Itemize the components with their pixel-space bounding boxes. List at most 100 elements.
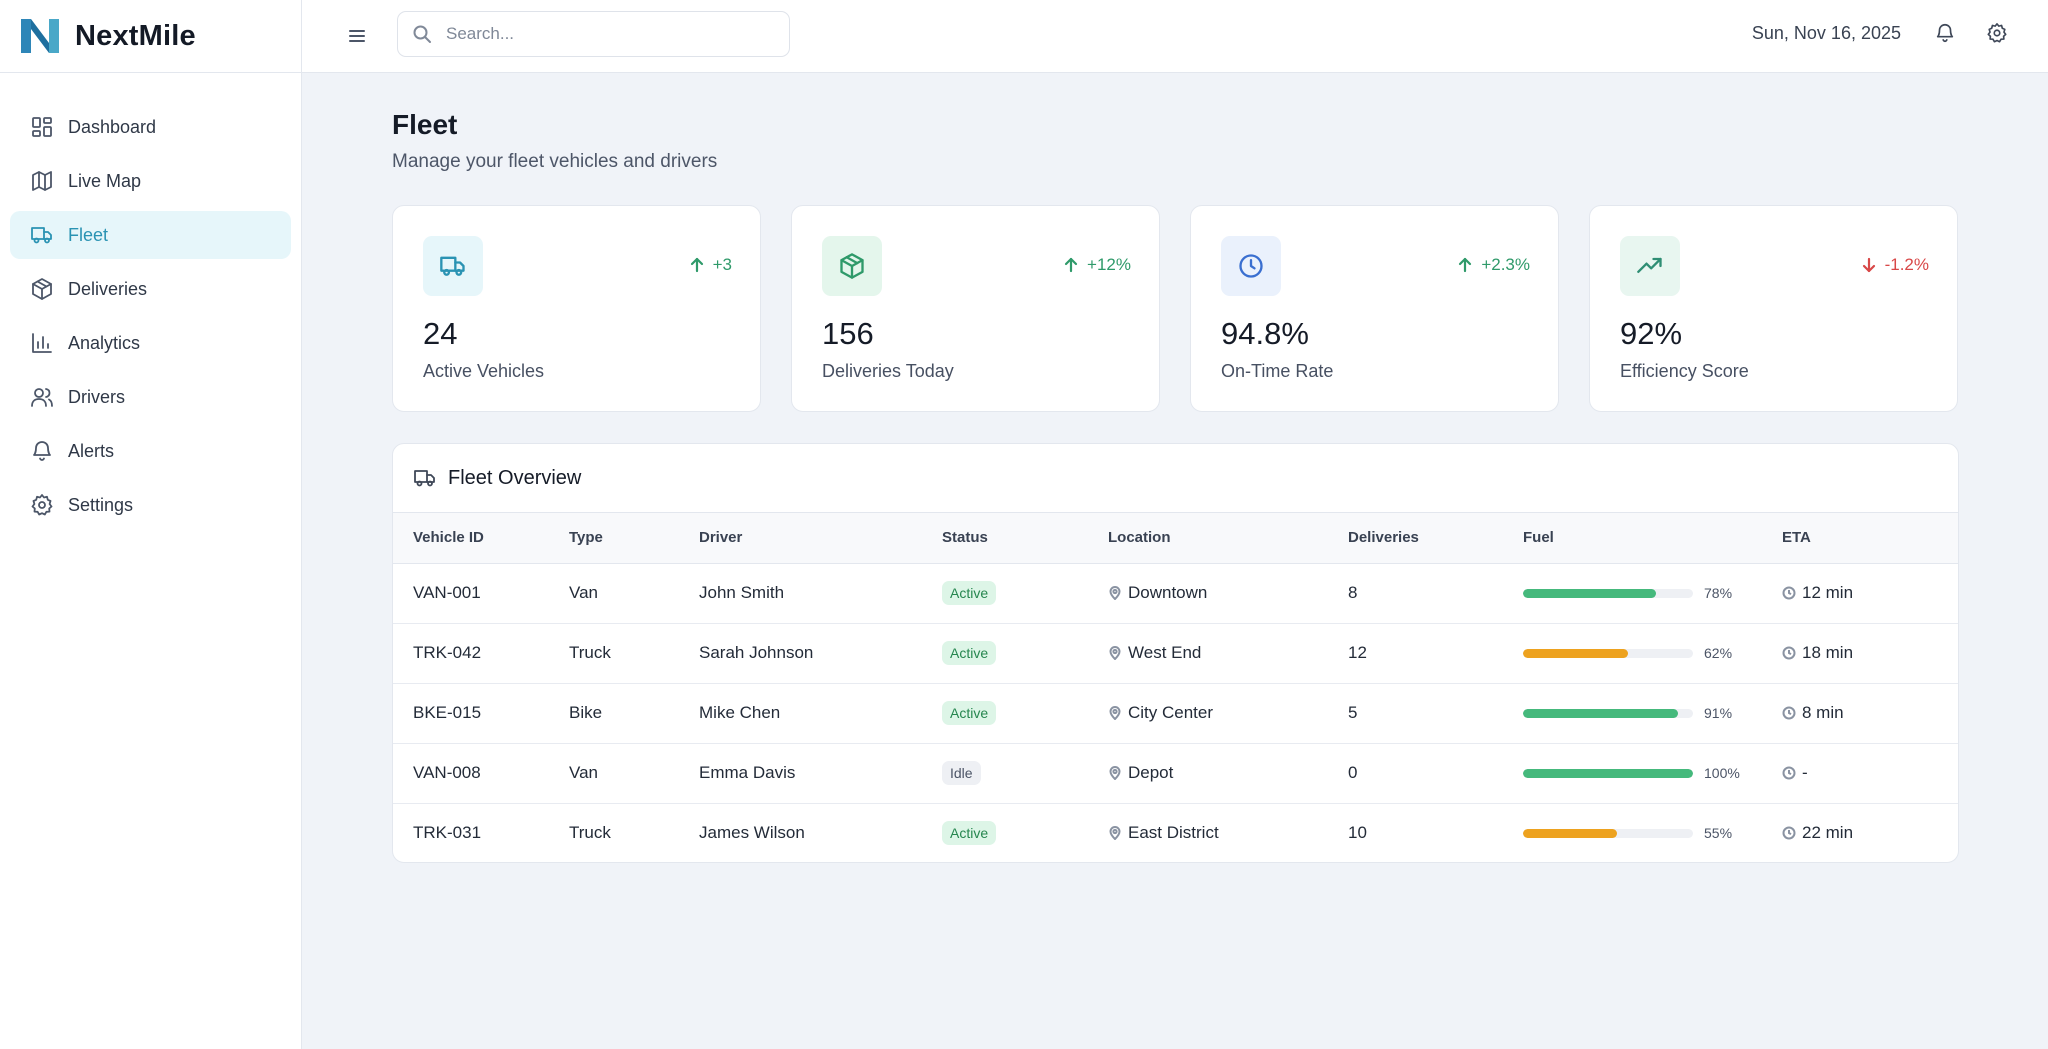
deliveries-cell: 8 <box>1348 583 1358 602</box>
clock-icon <box>1782 706 1796 720</box>
fuel-bar-fill <box>1523 828 1617 838</box>
eta-cell: 22 min <box>1782 803 1958 862</box>
deliveries-cell: 0 <box>1348 763 1358 782</box>
stat-change: -1.2% <box>1861 255 1929 275</box>
sidebar-item-settings[interactable]: Settings <box>10 481 291 529</box>
fuel-bar-fill <box>1523 708 1678 718</box>
brand[interactable]: NextMile <box>0 0 301 73</box>
sidebar-item-live-map[interactable]: Live Map <box>10 157 291 205</box>
status-badge: Active <box>942 821 997 846</box>
fuel-cell: 78% <box>1523 563 1782 623</box>
settings-button[interactable] <box>1986 22 2012 48</box>
location-cell: Downtown <box>1108 563 1348 623</box>
map-pin-icon <box>1109 586 1121 600</box>
clock-icon <box>1239 254 1263 278</box>
bell-icon <box>1936 23 1954 43</box>
location-cell: City Center <box>1108 683 1348 743</box>
table-row[interactable]: TRK-042 Truck Sarah Johnson Active West End 1… <box>393 623 1958 683</box>
location-text: Downtown <box>1128 583 1208 602</box>
eta-text: 12 min <box>1802 583 1854 602</box>
sidebar-item-dashboard[interactable]: Dashboard <box>10 103 291 151</box>
clock-icon <box>1782 766 1796 780</box>
column-header-eta[interactable]: ETA <box>1782 529 1811 547</box>
location-cell: Depot <box>1108 743 1348 803</box>
column-header-driver[interactable]: Driver <box>699 529 743 547</box>
location-cell: West End <box>1108 623 1348 683</box>
status-badge: Active <box>942 701 997 725</box>
stat-label: Efficiency Score <box>1620 361 1749 381</box>
table-header-row: Vehicle ID Type Driver Status Location D… <box>393 513 1958 563</box>
driver-cell: James Wilson <box>699 823 805 843</box>
fuel-bar <box>1523 648 1693 658</box>
type-cell: Bike <box>569 703 603 722</box>
table-row[interactable]: VAN-001 Van John Smith Active Downtown 8 78% 12… <box>393 563 1958 623</box>
driver-cell: Sarah Johnson <box>699 643 814 662</box>
fuel-bar-fill <box>1523 588 1656 598</box>
stat-change: +12% <box>1063 255 1131 275</box>
sidebar-item-label: Alerts <box>68 440 115 461</box>
sidebar-item-deliveries[interactable]: Deliveries <box>10 265 291 313</box>
deliveries-cell: 10 <box>1348 823 1367 843</box>
stat-value: 94.8% <box>1221 316 1309 351</box>
table-row[interactable]: BKE-015 Bike Mike Chen Active City Center 5 91… <box>393 683 1958 743</box>
trend-arrow-icon <box>1064 257 1078 273</box>
trend-arrow-icon <box>690 257 703 273</box>
stat-change-value: +3 <box>712 255 732 274</box>
sidebar: NextMile Dashboard Live Map Fleet Delive… <box>0 0 302 1049</box>
status-badge: Active <box>942 581 997 605</box>
table-row[interactable]: TRK-031 Truck James Wilson Active East Distr… <box>393 803 1958 862</box>
dashboard-icon <box>30 115 54 139</box>
map-icon <box>30 169 54 193</box>
stat-card-active-vehicles[interactable]: +3 24 Active Vehicles <box>392 205 761 412</box>
vehicle-id-cell: VAN-008 <box>413 763 481 782</box>
fuel-bar-fill <box>1523 648 1629 658</box>
column-header-type[interactable]: Type <box>569 529 603 547</box>
column-header-fuel[interactable]: Fuel <box>1523 529 1554 547</box>
sidebar-item-label: Drivers <box>68 386 125 407</box>
location-text: Depot <box>1128 763 1174 782</box>
status-badge: Active <box>942 641 997 665</box>
nextmile-logo-icon <box>21 19 59 53</box>
type-cell: Truck <box>569 823 611 843</box>
column-header-status[interactable]: Status <box>942 529 988 547</box>
stat-icon-box <box>822 236 882 296</box>
driver-cell: Mike Chen <box>699 703 781 722</box>
stat-value: 92% <box>1620 316 1683 351</box>
search-box[interactable] <box>397 11 790 57</box>
stat-card-on-time-rate[interactable]: +2.3% 94.8% On-Time Rate <box>1190 205 1559 412</box>
fuel-bar <box>1523 588 1693 598</box>
table-row[interactable]: VAN-008 Van Emma Davis Idle Depot 0 100% - <box>393 743 1958 803</box>
sidebar-item-label: Fleet <box>68 224 109 245</box>
fuel-bar <box>1523 768 1693 778</box>
sidebar-item-label: Deliveries <box>68 278 148 299</box>
stat-label: Deliveries Today <box>822 361 954 381</box>
location-text: City Center <box>1128 703 1214 722</box>
sidebar-item-alerts[interactable]: Alerts <box>10 427 291 475</box>
fuel-bar <box>1523 708 1693 718</box>
eta-text: 18 min <box>1802 643 1854 662</box>
column-header-vehicle-id[interactable]: Vehicle ID <box>413 529 484 547</box>
fuel-cell: 62% <box>1523 623 1782 683</box>
clock-icon <box>1782 586 1796 600</box>
stat-card-deliveries-today[interactable]: +12% 156 Deliveries Today <box>791 205 1160 412</box>
stat-card-efficiency-score[interactable]: -1.2% 92% Efficiency Score <box>1589 205 1958 412</box>
location-text: West End <box>1128 643 1202 662</box>
deliveries-cell: 5 <box>1348 703 1358 722</box>
status-cell: Active <box>942 563 1108 623</box>
stat-icon-box <box>423 236 483 296</box>
fuel-percent: 62% <box>1704 645 1733 661</box>
sidebar-item-analytics[interactable]: Analytics <box>10 319 291 367</box>
column-header-location[interactable]: Location <box>1108 529 1171 547</box>
column-header-deliveries[interactable]: Deliveries <box>1348 529 1419 547</box>
fuel-bar-fill <box>1523 768 1693 778</box>
sidebar-item-fleet[interactable]: Fleet <box>10 211 291 259</box>
eta-text: 22 min <box>1802 823 1854 843</box>
menu-toggle-button[interactable] <box>344 23 370 49</box>
fuel-bar <box>1523 828 1693 838</box>
search-input[interactable] <box>446 24 766 44</box>
status-cell: Active <box>942 803 1108 862</box>
notifications-button[interactable] <box>1934 22 1960 48</box>
sidebar-item-drivers[interactable]: Drivers <box>10 373 291 421</box>
stat-change-value: -1.2% <box>1884 255 1929 274</box>
sidebar-item-label: Dashboard <box>68 116 157 137</box>
